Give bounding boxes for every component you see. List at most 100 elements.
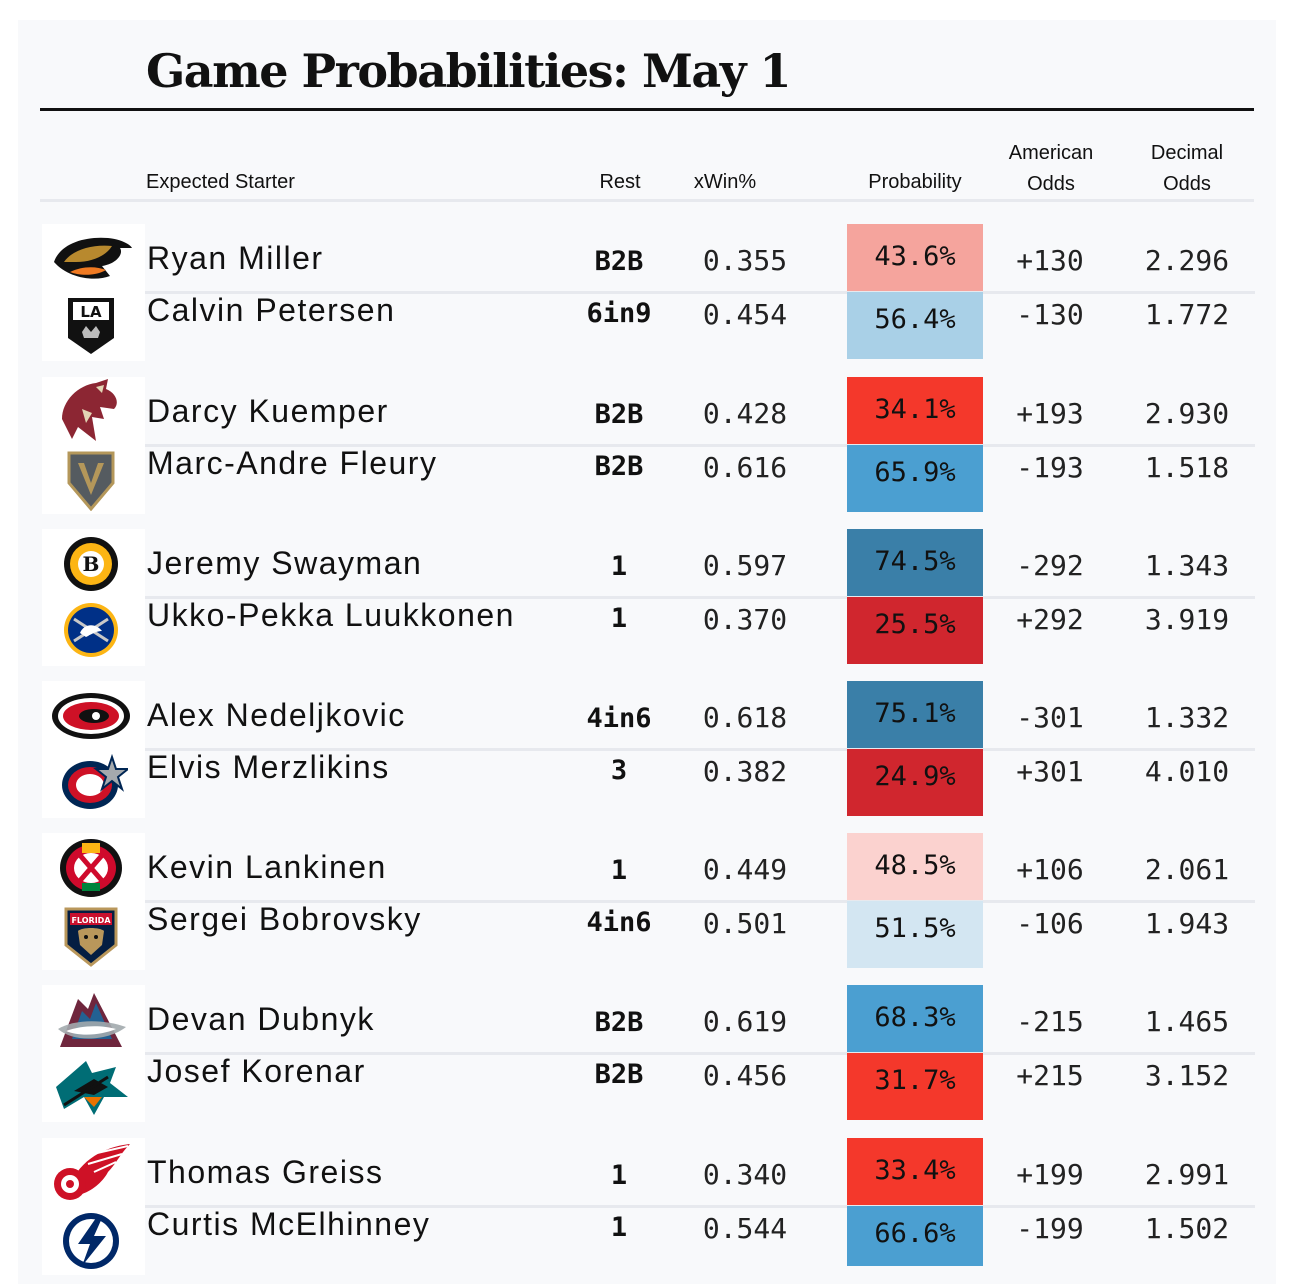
starter-name: Calvin Petersen <box>147 292 396 328</box>
game-block: Alex Nedeljkovic 4in6 0.618 -301 1.332 7… <box>0 681 1290 818</box>
probabilities-card <box>18 20 1276 1284</box>
row-divider <box>145 596 1255 599</box>
xwin-value: 0.618 <box>702 701 788 734</box>
probability-cell: 48.5% <box>847 833 983 900</box>
xwin-value: 0.449 <box>702 853 788 886</box>
rest-value: 3 <box>610 755 628 786</box>
coyotes-logo-icon <box>62 379 117 441</box>
probability-cell: 56.4% <box>847 292 983 359</box>
american-odds-value: +106 <box>1016 853 1084 886</box>
decimal-odds-value: 3.919 <box>1144 603 1230 636</box>
probability-cell: 33.4% <box>847 1138 983 1205</box>
rest-value: B2B <box>594 246 644 277</box>
title-divider <box>40 108 1254 111</box>
xwin-value: 0.619 <box>702 1005 788 1038</box>
starter-name: Elvis Merzlikins <box>147 749 390 785</box>
decimal-odds-value: 1.772 <box>1144 298 1230 331</box>
starter-name: Sergei Bobrovsky <box>147 901 422 937</box>
header-xwin: xWin% <box>693 171 757 193</box>
american-odds-value: -215 <box>1016 1005 1084 1038</box>
golden-knights-logo-icon <box>67 451 115 511</box>
rest-value: 1 <box>610 551 628 582</box>
header-expected-starter: Expected Starter <box>146 171 295 193</box>
avalanche-logo-icon <box>58 993 126 1047</box>
probability-cell: 66.6% <box>847 1206 983 1266</box>
blackhawks-logo-icon <box>60 839 122 897</box>
panthers-logo-icon: FLORIDA <box>64 907 118 967</box>
svg-text:LA: LA <box>80 303 102 321</box>
ducks-logo-icon <box>54 237 132 279</box>
hurricanes-logo-icon <box>52 693 130 739</box>
game-block: B Jeremy Swayman 1 0.597 -292 1.343 74.5… <box>0 529 1290 666</box>
american-odds-value: -199 <box>1016 1212 1084 1245</box>
header-american-odds: American Odds <box>995 138 1107 200</box>
probability-cell: 65.9% <box>847 445 983 512</box>
game-block: LA Ryan Miller B2B 0.355 +130 2.296 43.6… <box>0 224 1290 361</box>
rest-value: 4in6 <box>586 907 652 938</box>
header-decimal-odds: Decimal Odds <box>1128 138 1246 200</box>
row-divider <box>145 1052 1255 1055</box>
svg-text:B: B <box>83 552 100 576</box>
xwin-value: 0.355 <box>702 244 788 277</box>
rest-value: B2B <box>594 451 644 482</box>
starter-name: Jeremy Swayman <box>147 545 423 581</box>
decimal-odds-value: 2.991 <box>1144 1158 1230 1191</box>
header-rest: Rest <box>599 171 641 193</box>
row-divider <box>145 748 1255 751</box>
sharks-logo-icon <box>56 1061 128 1115</box>
xwin-value: 0.428 <box>702 397 788 430</box>
american-odds-value: +199 <box>1016 1158 1084 1191</box>
american-odds-value: +130 <box>1016 244 1084 277</box>
rest-value: B2B <box>594 1007 644 1038</box>
header-american-line2: Odds <box>1027 173 1075 195</box>
decimal-odds-value: 1.332 <box>1144 701 1230 734</box>
blue-jackets-logo-icon <box>62 753 128 809</box>
probability-cell: 51.5% <box>847 901 983 968</box>
xwin-value: 0.454 <box>702 298 788 331</box>
starter-name: Thomas Greiss <box>147 1154 384 1190</box>
probability-cell: 74.5% <box>847 529 983 596</box>
row-divider <box>145 291 1255 294</box>
probability-cell: 75.1% <box>847 681 983 748</box>
decimal-odds-value: 2.061 <box>1144 853 1230 886</box>
decimal-odds-value: 2.296 <box>1144 244 1230 277</box>
american-odds-value: -301 <box>1016 701 1084 734</box>
starter-name: Curtis McElhinney <box>147 1206 431 1242</box>
probability-cell: 34.1% <box>847 377 983 444</box>
decimal-odds-value: 1.502 <box>1144 1212 1230 1245</box>
bruins-logo-icon: B <box>64 537 118 591</box>
row-divider <box>145 444 1255 447</box>
rest-value: 1 <box>610 603 628 634</box>
starter-name: Ukko-Pekka Luukkonen <box>147 597 515 633</box>
starter-name: Darcy Kuemper <box>147 393 389 429</box>
kings-logo-icon: LA <box>68 298 114 354</box>
probability-cell: 68.3% <box>847 985 983 1052</box>
decimal-odds-value: 4.010 <box>1144 755 1230 788</box>
starter-name: Alex Nedeljkovic <box>147 697 406 733</box>
header-american-line1: American <box>1008 142 1094 164</box>
starter-name: Devan Dubnyk <box>147 1001 375 1037</box>
xwin-value: 0.382 <box>702 755 788 788</box>
rest-value: B2B <box>594 1059 644 1090</box>
rest-value: 1 <box>610 1160 628 1191</box>
american-odds-value: +301 <box>1016 755 1084 788</box>
american-odds-value: -292 <box>1016 549 1084 582</box>
american-odds-value: +193 <box>1016 397 1084 430</box>
decimal-odds-value: 1.343 <box>1144 549 1230 582</box>
xwin-value: 0.616 <box>702 451 788 484</box>
header-decimal-line1: Decimal <box>1150 142 1224 164</box>
header-decimal-line2: Odds <box>1163 173 1211 195</box>
game-block: Devan Dubnyk B2B 0.619 -215 1.465 68.3% … <box>0 985 1290 1122</box>
game-block: Thomas Greiss 1 0.340 +199 2.991 33.4% C… <box>0 1138 1290 1275</box>
rest-value: 4in6 <box>586 703 652 734</box>
decimal-odds-value: 2.930 <box>1144 397 1230 430</box>
xwin-value: 0.340 <box>702 1158 788 1191</box>
starter-name: Josef Korenar <box>147 1053 366 1089</box>
starter-name: Kevin Lankinen <box>147 849 387 885</box>
row-divider <box>145 1205 1255 1208</box>
xwin-value: 0.597 <box>702 549 788 582</box>
header-divider <box>40 199 1254 202</box>
xwin-value: 0.370 <box>702 603 788 636</box>
american-odds-value: -106 <box>1016 907 1084 940</box>
header-probability: Probability <box>868 171 962 193</box>
